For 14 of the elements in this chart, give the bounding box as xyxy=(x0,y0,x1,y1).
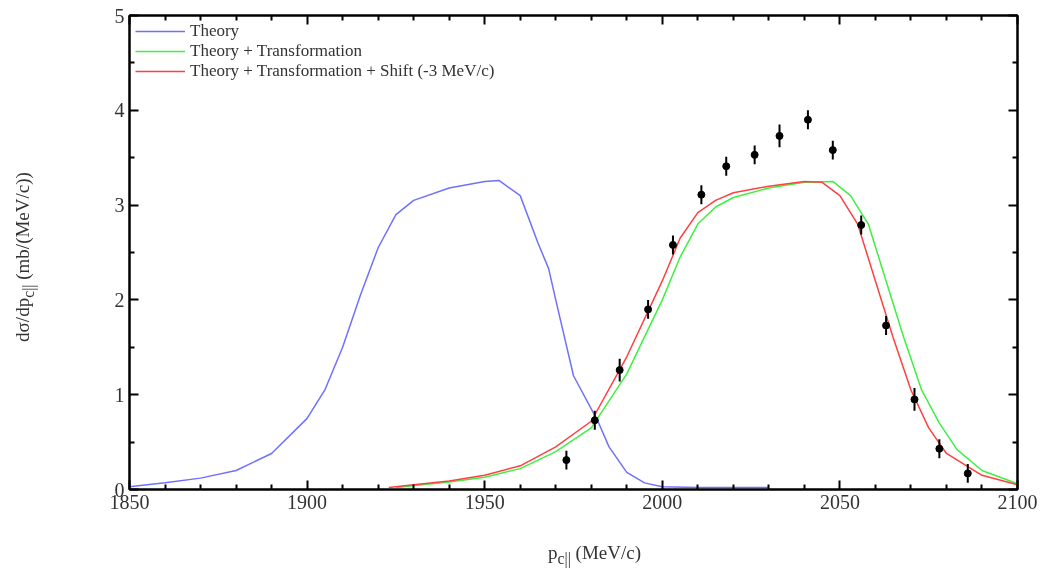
legend-label: Theory + Transformation + Shift (-3 MeV/c) xyxy=(190,61,495,81)
x-tick-label: 2000 xyxy=(642,490,683,513)
y-tick-label: 2 xyxy=(114,288,125,311)
y-tick-label: 5 xyxy=(114,4,125,27)
y-tick-label: 1 xyxy=(114,383,125,406)
x-tick-label: 1900 xyxy=(287,490,328,513)
legend-label: Theory xyxy=(190,21,240,41)
y-tick-label: 3 xyxy=(114,194,125,217)
y-tick-label: 4 xyxy=(114,99,125,122)
x-tick-label: 2050 xyxy=(819,490,860,513)
x-tick-label: 1950 xyxy=(464,490,505,513)
x-axis-title: p$_{c||}$ (MeV/c) xyxy=(547,541,642,569)
legend-label: Theory + Transformation xyxy=(190,41,363,61)
x-tick-label: 2100 xyxy=(997,490,1038,513)
